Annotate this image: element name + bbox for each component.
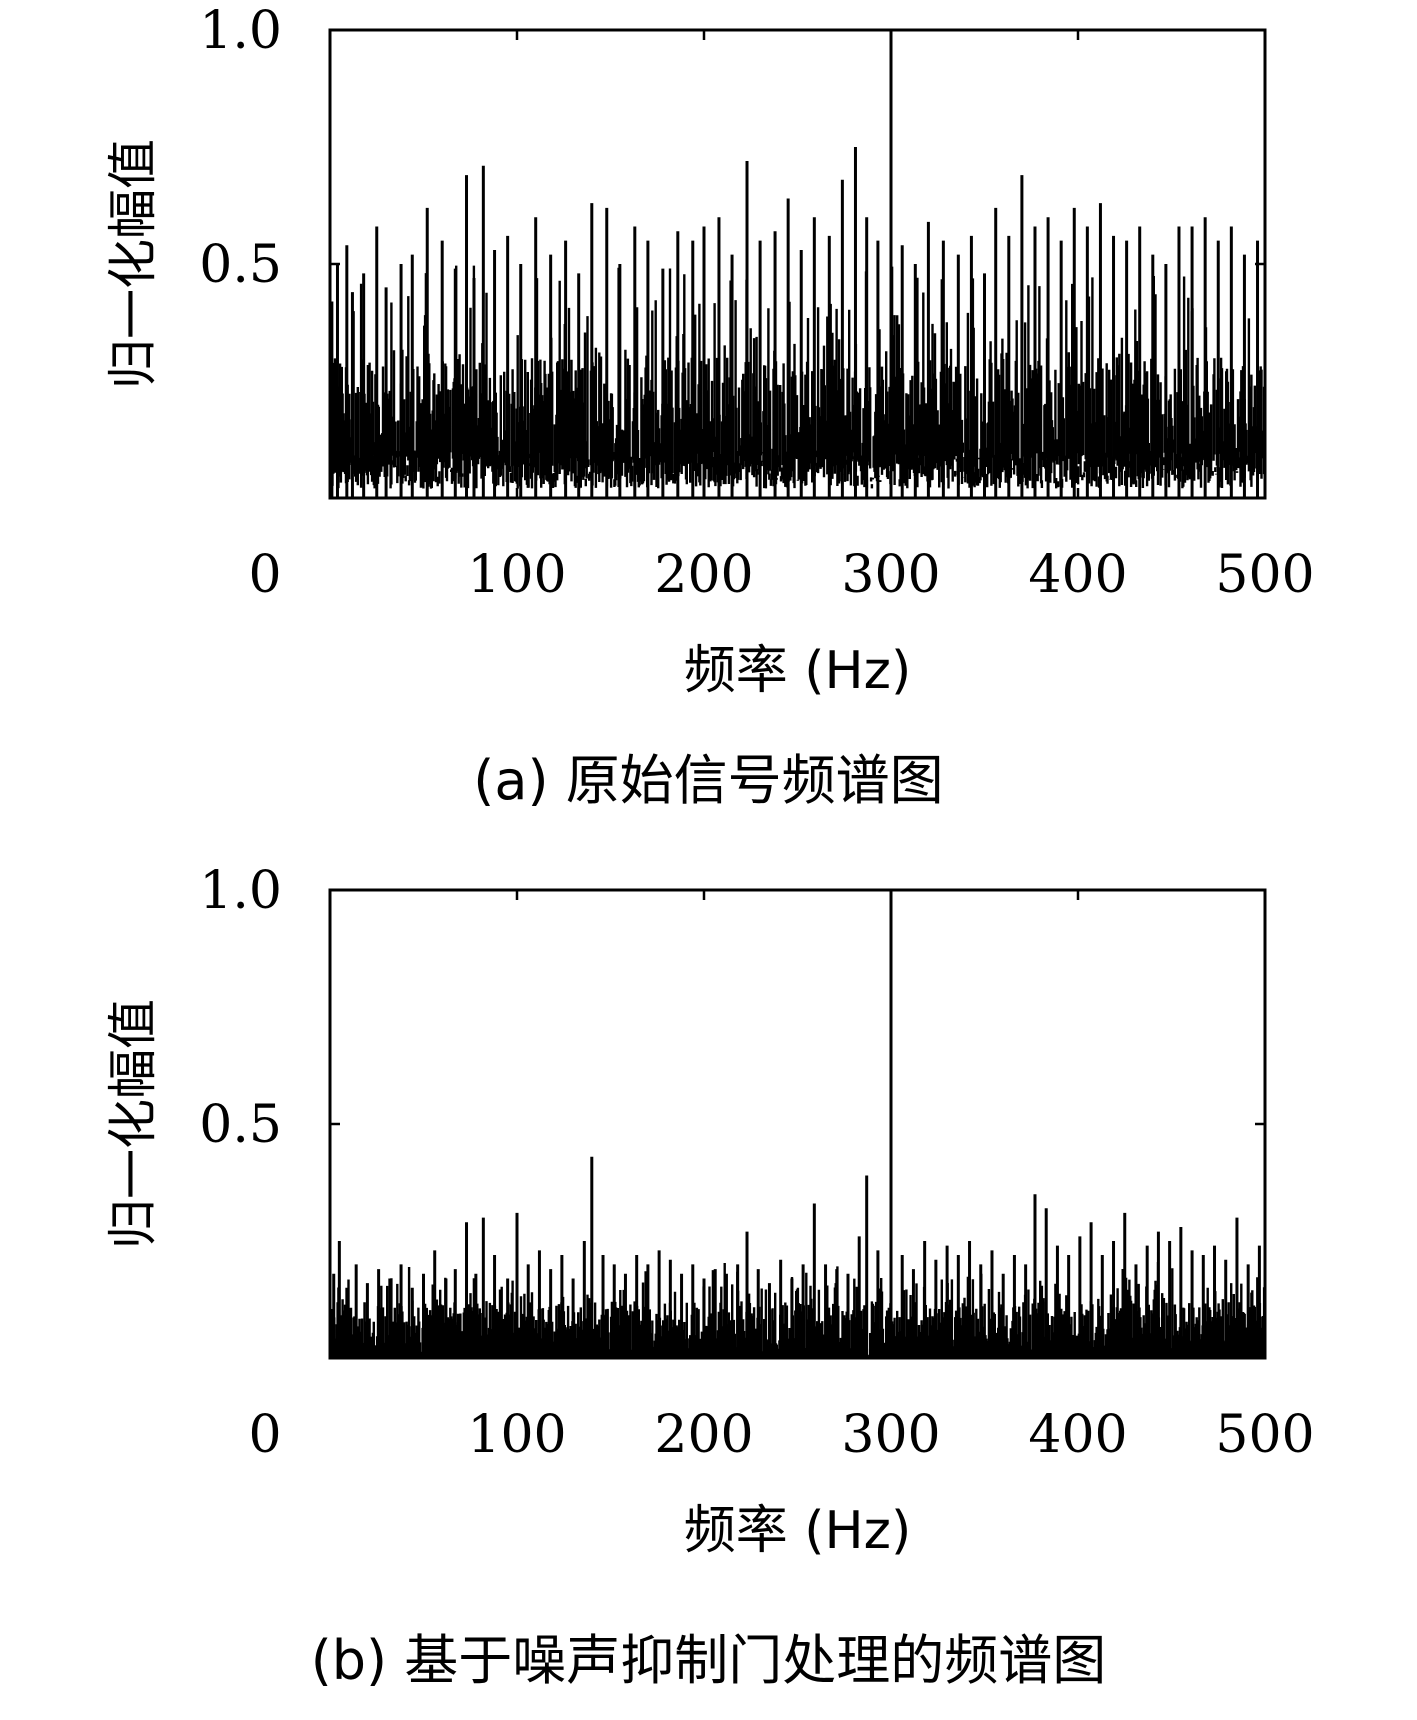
spectrum-noise-floor (328, 265, 1267, 489)
x-axis-label: 频率 (Hz) (684, 641, 912, 701)
x-tick-label: 500 (1215, 545, 1314, 605)
x-tick-label: 100 (467, 545, 566, 605)
spectrum-chart-b: 0 100 200 300 400 500 0.5 1.0 频率 (Hz) 归一化幅值 (104, 861, 1315, 1561)
x-tick-label: 0 (248, 1405, 281, 1465)
y-axis-label: 归一化幅值 (104, 999, 162, 1249)
spectrum-chart-a: 0 100 200 300 400 500 0.5 1.0 频率 (Hz) 归一化幅值 (104, 1, 1315, 701)
y-axis-label: 归一化幅值 (104, 139, 162, 389)
y-tick-label: 1.0 (199, 1, 282, 61)
y-tick-label: 0.5 (199, 1095, 282, 1155)
chart-panel-b: 0 100 200 300 400 500 0.5 1.0 频率 (Hz) 归一化幅值 (b) 基… (0, 860, 1417, 1720)
chart-caption-b: (b) 基于噪声抑制门处理的频谱图 (310, 1629, 1107, 1692)
x-tick-label: 200 (654, 545, 753, 605)
y-tick-label: 0.5 (199, 235, 282, 295)
x-tick-label: 100 (467, 1405, 566, 1465)
y-tick-label: 1.0 (199, 861, 282, 921)
x-tick-label: 300 (841, 1405, 940, 1465)
chart-panel-a: 0 100 200 300 400 500 0.5 1.0 频率 (Hz) 归一化幅值 (a) 原… (104, 1, 1315, 812)
x-tick-label: 200 (654, 1405, 753, 1465)
x-tick-label: 0 (248, 545, 281, 605)
x-tick-label: 300 (841, 545, 940, 605)
x-tick-label: 500 (1215, 1405, 1314, 1465)
chart-caption-a: (a) 原始信号频谱图 (473, 749, 944, 812)
x-tick-label: 400 (1028, 1405, 1127, 1465)
x-tick-label: 400 (1028, 545, 1127, 605)
x-axis-label: 频率 (Hz) (684, 1501, 912, 1561)
